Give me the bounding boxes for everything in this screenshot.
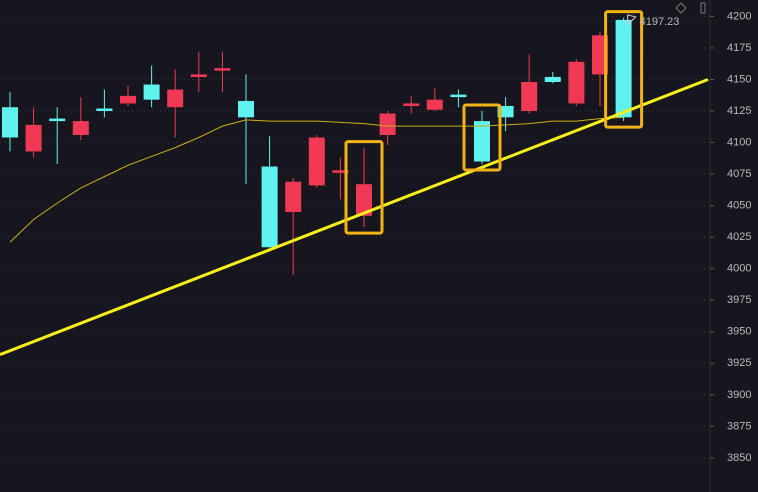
- y-tick-label: 4125: [727, 105, 751, 117]
- candle-body: [96, 108, 113, 112]
- trendline: [0, 78, 709, 356]
- candle-body: [167, 89, 184, 108]
- y-tick-label: 3875: [727, 420, 751, 432]
- y-tick-label: 3975: [727, 294, 751, 306]
- candle-body: [308, 137, 325, 186]
- candle-body: [450, 94, 467, 98]
- candle-body: [190, 74, 207, 77]
- highlight-box: [604, 10, 644, 129]
- candle-body: [426, 99, 443, 110]
- candle-body: [214, 68, 231, 71]
- y-tick-label: 3950: [727, 326, 751, 338]
- candle-body: [2, 107, 18, 138]
- candle-body: [49, 118, 66, 122]
- settings-icon[interactable]: [675, 2, 687, 14]
- candle-body: [497, 105, 514, 118]
- candle-body: [544, 76, 561, 82]
- candle-body: [72, 121, 89, 135]
- last-price-label: 4197.23: [640, 16, 680, 28]
- y-tick-label: 3900: [727, 389, 751, 401]
- y-tick-label: 3925: [727, 357, 751, 369]
- y-tick-label: 4175: [727, 42, 751, 54]
- candle-body: [261, 166, 278, 248]
- candle-body: [238, 100, 254, 118]
- candle-body: [25, 124, 42, 152]
- y-tick-label: 4200: [727, 10, 751, 22]
- highlight-box: [462, 103, 502, 172]
- candle-body: [332, 170, 349, 173]
- last-price-flag: [627, 14, 637, 27]
- candle-body: [120, 95, 136, 104]
- candle-body: [285, 181, 302, 212]
- candle-body: [474, 121, 490, 162]
- highlight-box: [344, 140, 384, 235]
- moving-average: [9, 116, 624, 243]
- y-tick-label: 3850: [727, 452, 751, 464]
- y-tick-label: 4150: [727, 73, 751, 85]
- panel-icon[interactable]: [700, 2, 706, 14]
- candle-body: [143, 84, 160, 100]
- y-tick-label: 4100: [727, 136, 751, 148]
- candle-body: [615, 19, 632, 118]
- candle-body: [521, 82, 538, 112]
- y-tick-label: 4075: [727, 168, 751, 180]
- candle-body: [592, 35, 608, 75]
- candle-body: [356, 184, 372, 216]
- y-tick-label: 4050: [727, 200, 751, 212]
- candle-body: [568, 61, 585, 104]
- y-tick-label: 4025: [727, 231, 751, 243]
- candle-body: [379, 113, 396, 135]
- y-tick-label: 4000: [727, 263, 751, 275]
- candle-body: [403, 103, 420, 106]
